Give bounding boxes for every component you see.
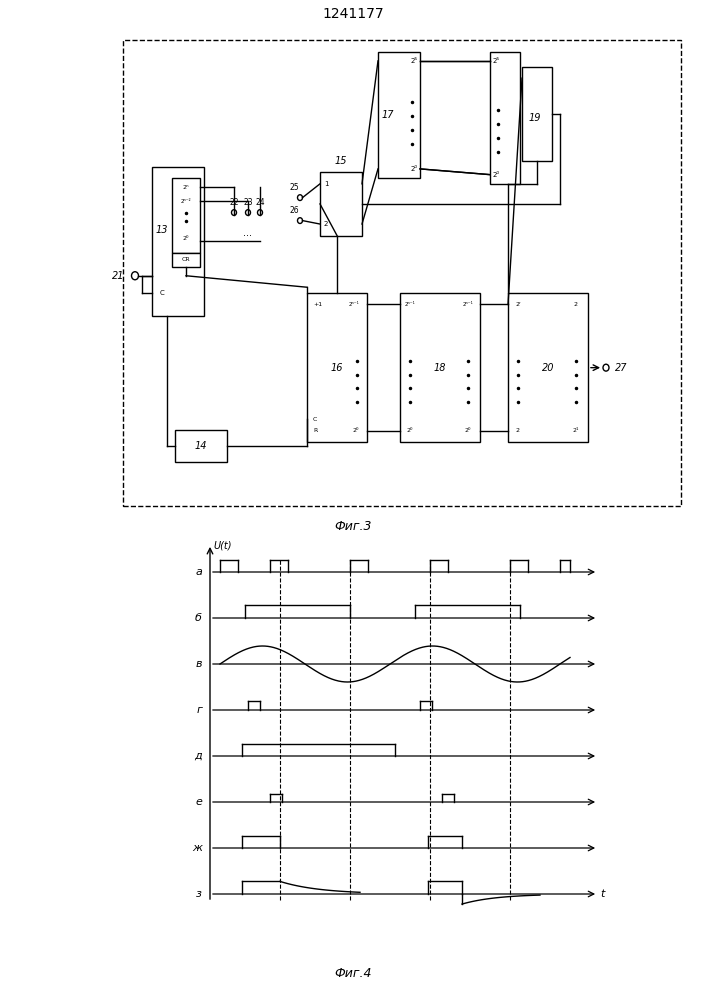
Text: 1: 1 — [324, 181, 329, 187]
Text: C: C — [160, 290, 165, 296]
Text: 2: 2 — [516, 428, 520, 433]
Text: 16: 16 — [331, 363, 344, 373]
Text: ж: ж — [192, 843, 202, 853]
Text: 20: 20 — [542, 363, 554, 373]
Text: 2⁰: 2⁰ — [407, 428, 414, 433]
Text: 13: 13 — [156, 225, 168, 235]
Text: е: е — [195, 797, 202, 807]
Text: 2: 2 — [324, 221, 328, 227]
Text: 24: 24 — [255, 198, 265, 207]
Text: 15: 15 — [334, 156, 347, 166]
Bar — [172, 178, 200, 253]
Text: R: R — [313, 428, 317, 433]
Text: 2¹: 2¹ — [573, 428, 579, 433]
Bar — [172, 253, 200, 267]
Bar — [490, 52, 520, 184]
Text: г: г — [196, 705, 202, 715]
Text: 2ⁿ⁻¹: 2ⁿ⁻¹ — [462, 302, 474, 307]
Text: 1241177: 1241177 — [322, 7, 384, 21]
Text: U(t): U(t) — [213, 540, 231, 550]
Text: 2⁵: 2⁵ — [411, 58, 418, 64]
Text: 25: 25 — [289, 183, 299, 192]
Text: д: д — [194, 751, 202, 761]
Text: а: а — [195, 567, 202, 577]
Text: 2⁰: 2⁰ — [464, 428, 472, 433]
Bar — [175, 430, 227, 462]
Text: з: з — [196, 889, 202, 899]
Text: 14: 14 — [194, 441, 207, 451]
Text: 2⁰: 2⁰ — [411, 166, 418, 172]
Text: +1: +1 — [313, 302, 322, 307]
Text: 2⁰: 2⁰ — [182, 236, 189, 241]
Text: 17: 17 — [382, 110, 395, 120]
Bar — [400, 293, 480, 442]
Text: t: t — [600, 889, 604, 899]
Bar — [307, 293, 367, 442]
Text: 21: 21 — [112, 271, 124, 281]
Text: Фиг.3: Фиг.3 — [334, 520, 372, 533]
Text: CR: CR — [182, 257, 190, 262]
Text: 18: 18 — [434, 363, 446, 373]
Text: 2⁰: 2⁰ — [353, 428, 359, 433]
Bar — [320, 172, 362, 236]
Text: 2ⁿ⁻¹: 2ⁿ⁻¹ — [404, 302, 416, 307]
Text: 23: 23 — [243, 198, 253, 207]
Text: Фиг.4: Фиг.4 — [334, 967, 372, 980]
Text: 19: 19 — [529, 113, 542, 123]
Bar — [508, 293, 588, 442]
Text: 2ⁿ⁻²: 2ⁿ⁻² — [180, 199, 192, 204]
Text: C: C — [313, 417, 317, 422]
Text: ...: ... — [243, 228, 252, 238]
Bar — [152, 167, 204, 316]
Text: 26: 26 — [289, 206, 299, 215]
Text: б: б — [195, 613, 202, 623]
Text: в: в — [196, 659, 202, 669]
Text: 2ⁿ⁻¹: 2ⁿ⁻¹ — [349, 302, 359, 307]
Text: 2ʳ: 2ʳ — [515, 302, 521, 307]
Text: 22: 22 — [229, 198, 239, 207]
Text: 2: 2 — [574, 302, 578, 307]
Text: 2⁵: 2⁵ — [493, 58, 500, 64]
Bar — [522, 67, 552, 161]
Text: 27: 27 — [615, 363, 628, 373]
Bar — [123, 40, 681, 506]
Text: 2ⁿ: 2ⁿ — [182, 185, 189, 190]
Bar — [378, 52, 420, 178]
Text: 2⁰: 2⁰ — [493, 172, 500, 178]
